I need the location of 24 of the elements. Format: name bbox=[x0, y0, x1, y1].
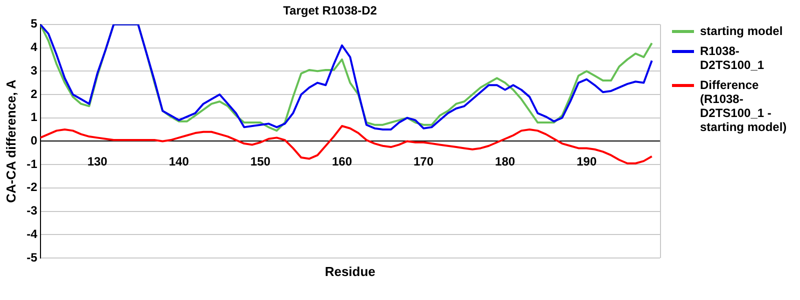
y-tick-label: 0 bbox=[30, 134, 38, 148]
y-tick-label: -2 bbox=[26, 180, 38, 194]
y-axis-title: CA-CA difference, A bbox=[3, 78, 18, 203]
x-tick-label: 130 bbox=[87, 154, 108, 169]
x-tick-label: 150 bbox=[250, 154, 271, 169]
y-tick-label: 5 bbox=[30, 16, 38, 31]
y-tick-label: 3 bbox=[30, 63, 38, 78]
chart-title: Target R1038-D2 bbox=[283, 4, 378, 18]
y-tick-label: 1 bbox=[30, 110, 38, 124]
y-tick-label: 2 bbox=[30, 86, 38, 101]
legend-label: Difference (R1038-D2TS100_1 - starting model) bbox=[700, 78, 788, 134]
legend-label: R1038-D2TS100_1 bbox=[700, 44, 766, 72]
x-tick-label: 190 bbox=[576, 154, 597, 169]
legend-label: starting model bbox=[700, 24, 783, 38]
y-tick-label: -5 bbox=[26, 250, 38, 264]
y-tick-label: -3 bbox=[26, 204, 38, 218]
x-tick-label: 180 bbox=[495, 154, 516, 169]
x-tick-label: 160 bbox=[332, 154, 352, 169]
x-tick-label: 140 bbox=[168, 154, 190, 169]
x-axis-title: Residue bbox=[324, 264, 376, 279]
y-tick-label: -1 bbox=[26, 156, 38, 171]
y-tick-label: 4 bbox=[30, 40, 38, 54]
x-tick-label: 170 bbox=[414, 154, 434, 169]
y-tick-label: -4 bbox=[26, 226, 38, 241]
